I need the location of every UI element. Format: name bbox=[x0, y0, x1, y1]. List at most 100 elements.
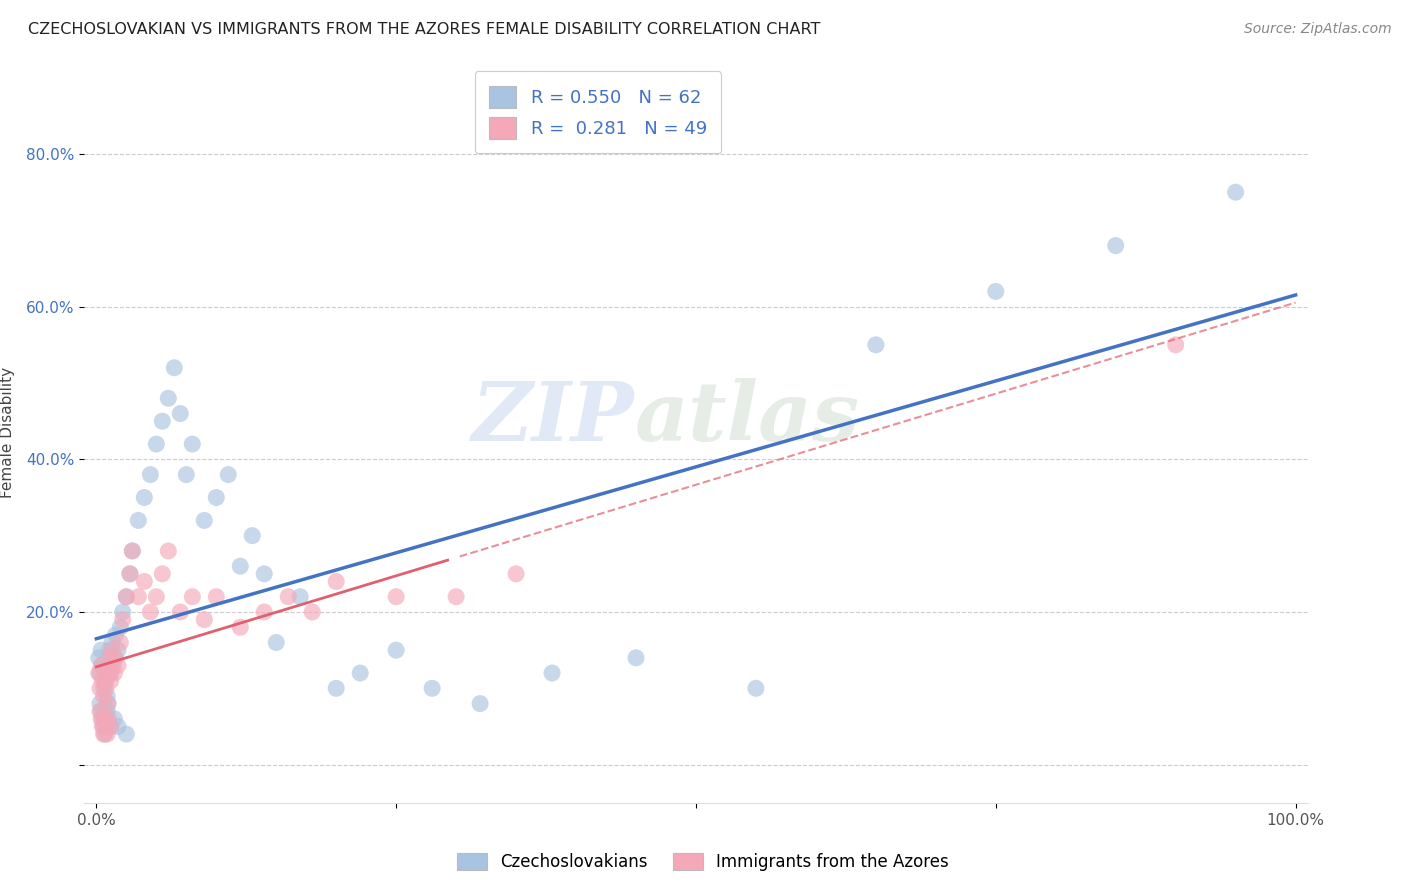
Point bbox=[96, 689, 118, 703]
Text: ZIP: ZIP bbox=[472, 378, 636, 458]
Point bbox=[89, 666, 111, 681]
Point bbox=[127, 513, 149, 527]
Point bbox=[93, 666, 117, 681]
Point bbox=[181, 437, 204, 451]
Point bbox=[93, 712, 117, 726]
Point bbox=[253, 605, 276, 619]
Point bbox=[93, 727, 117, 741]
Point bbox=[1225, 185, 1247, 199]
Point bbox=[90, 712, 112, 726]
Point bbox=[100, 666, 122, 681]
Point bbox=[157, 391, 180, 405]
Point bbox=[98, 650, 121, 665]
Point bbox=[103, 712, 125, 726]
Point bbox=[104, 650, 127, 665]
Point bbox=[624, 650, 647, 665]
Point bbox=[240, 529, 263, 543]
Point bbox=[94, 681, 117, 696]
Point bbox=[229, 620, 252, 634]
Point bbox=[349, 666, 371, 681]
Point bbox=[97, 712, 120, 726]
Point bbox=[745, 681, 768, 696]
Point bbox=[205, 590, 228, 604]
Point bbox=[115, 727, 138, 741]
Point bbox=[115, 590, 138, 604]
Point bbox=[96, 697, 118, 711]
Point bbox=[94, 719, 117, 733]
Point bbox=[96, 727, 118, 741]
Legend: R = 0.550   N = 62, R =  0.281   N = 49: R = 0.550 N = 62, R = 0.281 N = 49 bbox=[475, 71, 721, 153]
Point bbox=[90, 704, 112, 718]
Point bbox=[107, 643, 129, 657]
Point bbox=[1105, 238, 1128, 252]
Point bbox=[139, 467, 162, 482]
Point bbox=[1164, 338, 1187, 352]
Point bbox=[93, 673, 117, 688]
Point bbox=[385, 643, 408, 657]
Legend: Czechoslovakians, Immigrants from the Azores: Czechoslovakians, Immigrants from the Az… bbox=[449, 845, 957, 880]
Point bbox=[121, 544, 143, 558]
Text: CZECHOSLOVAKIAN VS IMMIGRANTS FROM THE AZORES FEMALE DISABILITY CORRELATION CHAR: CZECHOSLOVAKIAN VS IMMIGRANTS FROM THE A… bbox=[28, 22, 821, 37]
Point bbox=[121, 544, 143, 558]
Point bbox=[111, 613, 134, 627]
Point bbox=[301, 605, 323, 619]
Point bbox=[87, 666, 110, 681]
Point bbox=[97, 658, 120, 673]
Y-axis label: Female Disability: Female Disability bbox=[0, 367, 15, 499]
Point bbox=[865, 338, 887, 352]
Point bbox=[181, 590, 204, 604]
Point bbox=[98, 643, 121, 657]
Point bbox=[93, 681, 115, 696]
Point bbox=[139, 605, 162, 619]
Point bbox=[91, 719, 114, 733]
Point bbox=[193, 513, 215, 527]
Point bbox=[157, 544, 180, 558]
Point bbox=[93, 727, 115, 741]
Point bbox=[89, 704, 111, 718]
Point bbox=[118, 566, 141, 581]
Point bbox=[193, 613, 215, 627]
Point bbox=[169, 605, 191, 619]
Point bbox=[205, 491, 228, 505]
Point bbox=[93, 689, 115, 703]
Point bbox=[217, 467, 239, 482]
Point bbox=[150, 566, 173, 581]
Point bbox=[104, 628, 127, 642]
Point bbox=[984, 285, 1007, 299]
Point bbox=[253, 566, 276, 581]
Point bbox=[101, 643, 124, 657]
Point bbox=[134, 491, 156, 505]
Point bbox=[107, 658, 129, 673]
Point bbox=[100, 719, 122, 733]
Point bbox=[93, 719, 115, 733]
Point bbox=[110, 635, 132, 649]
Point bbox=[89, 697, 111, 711]
Point bbox=[420, 681, 443, 696]
Point bbox=[118, 566, 141, 581]
Point bbox=[264, 635, 287, 649]
Point bbox=[97, 697, 120, 711]
Text: Source: ZipAtlas.com: Source: ZipAtlas.com bbox=[1244, 22, 1392, 37]
Point bbox=[96, 704, 118, 718]
Point bbox=[277, 590, 299, 604]
Point bbox=[97, 666, 120, 681]
Point bbox=[444, 590, 467, 604]
Point bbox=[101, 635, 124, 649]
Point bbox=[325, 681, 347, 696]
Point bbox=[145, 590, 167, 604]
Point bbox=[325, 574, 347, 589]
Point bbox=[229, 559, 252, 574]
Point bbox=[110, 620, 132, 634]
Point bbox=[115, 590, 138, 604]
Point bbox=[90, 643, 112, 657]
Point bbox=[163, 360, 186, 375]
Point bbox=[290, 590, 312, 604]
Point bbox=[90, 658, 112, 673]
Point bbox=[134, 574, 156, 589]
Point bbox=[87, 650, 110, 665]
Point bbox=[541, 666, 564, 681]
Point bbox=[111, 605, 134, 619]
Point bbox=[101, 658, 124, 673]
Point bbox=[94, 712, 117, 726]
Point bbox=[91, 658, 114, 673]
